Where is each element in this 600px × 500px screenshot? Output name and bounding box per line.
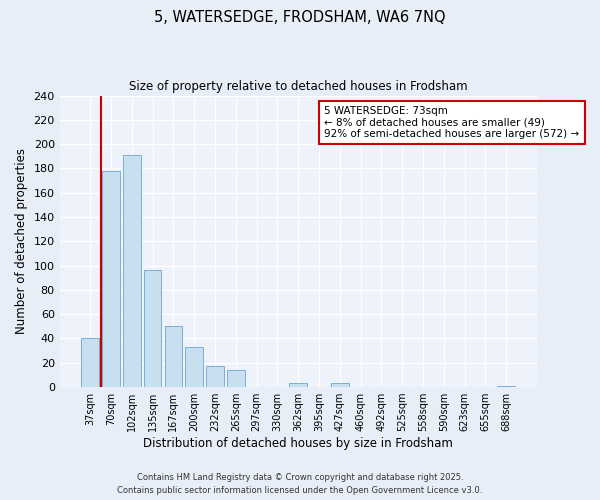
Bar bbox=[497, 386, 515, 387]
Text: 5, WATERSEDGE, FRODSHAM, WA6 7NQ: 5, WATERSEDGE, FRODSHAM, WA6 7NQ bbox=[154, 10, 446, 25]
Bar bbox=[123, 155, 140, 387]
Bar bbox=[164, 326, 182, 387]
Bar bbox=[82, 338, 99, 387]
X-axis label: Distribution of detached houses by size in Frodsham: Distribution of detached houses by size … bbox=[143, 437, 453, 450]
Bar bbox=[185, 347, 203, 387]
Title: Size of property relative to detached houses in Frodsham: Size of property relative to detached ho… bbox=[129, 80, 467, 93]
Bar bbox=[206, 366, 224, 387]
Bar bbox=[144, 270, 161, 387]
Text: 5 WATERSEDGE: 73sqm
← 8% of detached houses are smaller (49)
92% of semi-detache: 5 WATERSEDGE: 73sqm ← 8% of detached hou… bbox=[325, 106, 580, 139]
Bar bbox=[227, 370, 245, 387]
Bar bbox=[102, 171, 120, 387]
Y-axis label: Number of detached properties: Number of detached properties bbox=[15, 148, 28, 334]
Bar bbox=[289, 384, 307, 387]
Text: Contains HM Land Registry data © Crown copyright and database right 2025.
Contai: Contains HM Land Registry data © Crown c… bbox=[118, 474, 482, 495]
Bar bbox=[331, 384, 349, 387]
